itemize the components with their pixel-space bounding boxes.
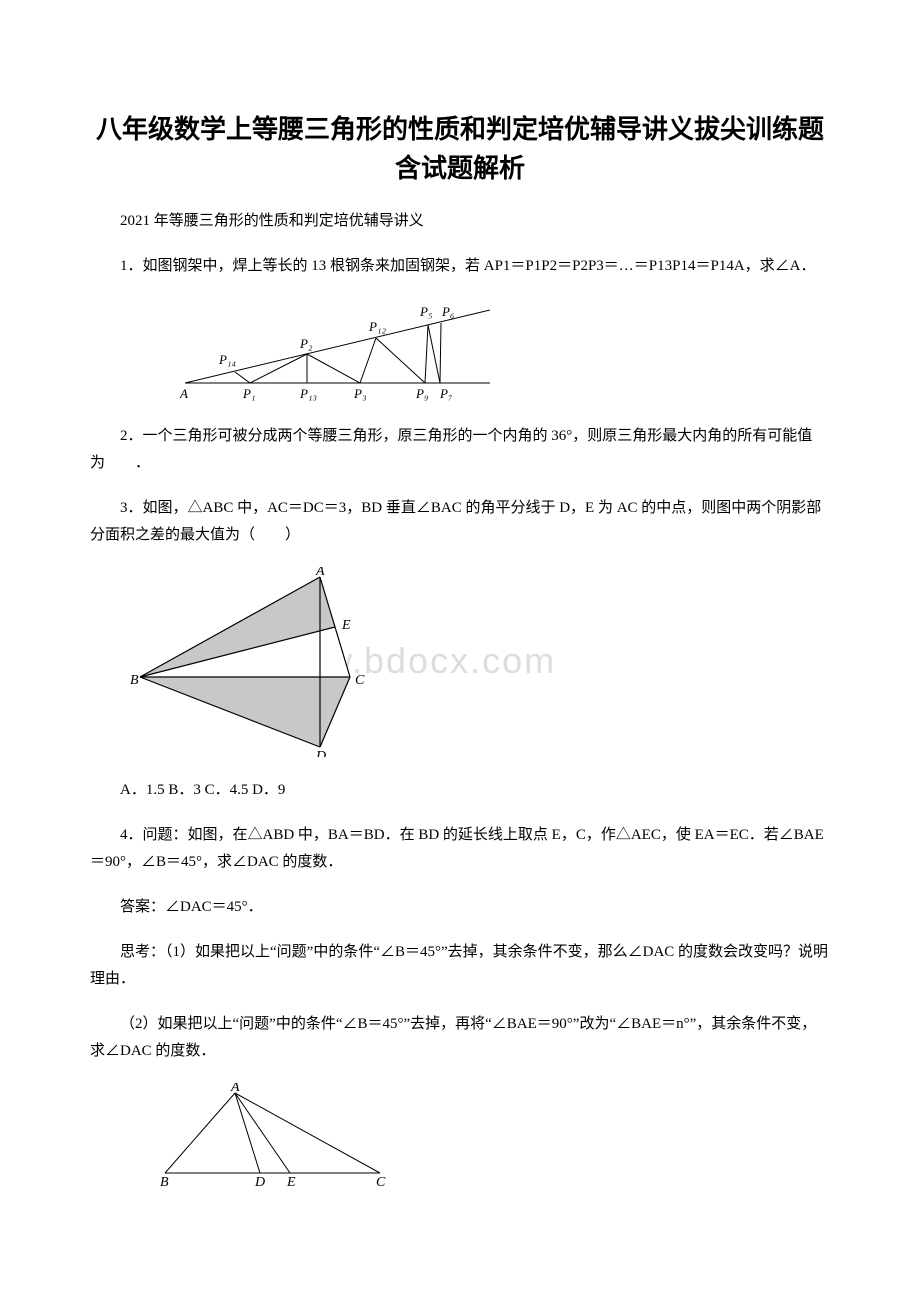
fig2-label-C: C	[355, 673, 365, 688]
question-4-answer: 答案：∠DAC＝45°．	[90, 894, 830, 921]
fig1-label-P2: P₂	[299, 336, 313, 351]
figure-2: A B C D E	[130, 567, 830, 762]
fig1-label-P7: P₇	[439, 386, 453, 401]
fig1-label-P9: P₉	[415, 386, 428, 401]
question-3-options: A．1.5 B．3 C．4.5 D．9	[90, 777, 830, 804]
fig1-label-P3: P₃	[353, 386, 366, 401]
question-2: 2．一个三角形可被分成两个等腰三角形，原三角形的一个内角的 36°，则原三角形最…	[90, 423, 830, 477]
fig1-label-P1: P₁	[242, 386, 255, 401]
fig1-label-A: A	[180, 386, 188, 401]
fig3-label-D: D	[254, 1175, 265, 1188]
fig1-label-P6: P₆	[441, 304, 454, 319]
subtitle: 2021 年等腰三角形的性质和判定培优辅导讲义	[90, 208, 830, 235]
fig1-label-P14: P₁₄	[218, 352, 236, 367]
fig2-label-A: A	[315, 567, 325, 579]
fig1-label-P5: P₅	[419, 304, 432, 319]
question-4: 4．问题：如图，在△ABD 中，BA＝BD．在 BD 的延长线上取点 E，C，作…	[90, 822, 830, 876]
fig2-label-D: D	[315, 749, 326, 757]
figure-3: A B D E C	[160, 1083, 830, 1193]
fig3-label-B: B	[160, 1175, 169, 1188]
question-4-think1: 思考：（1）如果把以上“问题”中的条件“∠B＝45°”去掉，其余条件不变，那么∠…	[90, 939, 830, 993]
fig3-label-E: E	[286, 1175, 296, 1188]
fig2-label-B: B	[130, 673, 139, 688]
fig3-label-C: C	[376, 1175, 386, 1188]
page-title: 八年级数学上等腰三角形的性质和判定培优辅导讲义拔尖训练题含试题解析	[90, 110, 830, 188]
figure-1: A P₁ P₁₃ P₃ P₉ P₇ P₁₄ P₂ P₁₂ P₅ P₆	[180, 298, 830, 408]
fig1-label-P13: P₁₃	[299, 386, 317, 401]
fig2-label-E: E	[341, 618, 351, 633]
question-1: 1．如图钢架中，焊上等长的 13 根钢条来加固钢架，若 AP1＝P1P2＝P2P…	[90, 253, 830, 280]
fig3-label-A: A	[230, 1083, 240, 1095]
question-4-think2: （2）如果把以上“问题”中的条件“∠B＝45°”去掉，再将“∠BAE＝90°”改…	[90, 1011, 830, 1065]
question-3: 3．如图，△ABC 中，AC＝DC＝3，BD 垂直∠BAC 的角平分线于 D，E…	[90, 495, 830, 549]
fig1-label-P12: P₁₂	[368, 319, 386, 334]
